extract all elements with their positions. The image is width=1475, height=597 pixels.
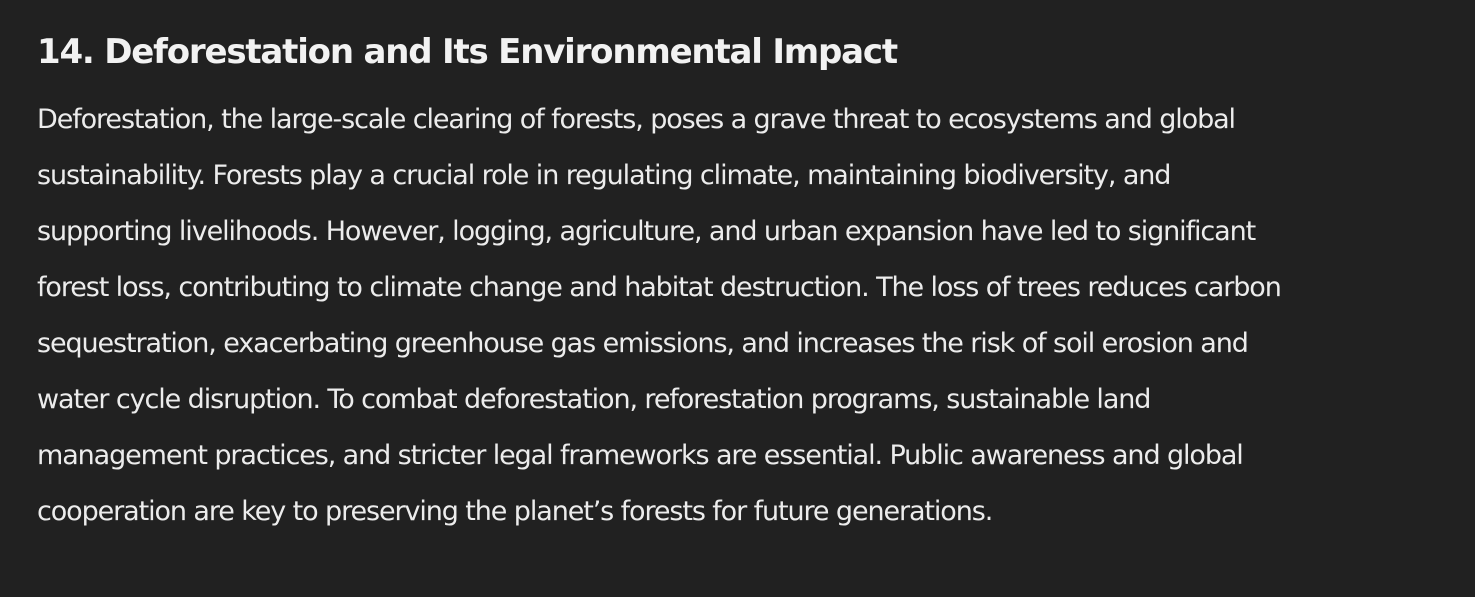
paragraph-line: management practices, and stricter legal… <box>37 440 1244 471</box>
paragraph-line: sustainability. Forests play a crucial r… <box>37 160 1171 191</box>
paragraph-line: Deforestation, the large-scale clearing … <box>37 104 1236 135</box>
section-paragraph: Deforestation, the large-scale clearing … <box>37 92 1445 540</box>
paragraph-line: sequestration, exacerbating greenhouse g… <box>37 328 1249 359</box>
section-heading: 14. Deforestation and Its Environmental … <box>37 32 898 72</box>
paragraph-line: supporting livelihoods. However, logging… <box>37 216 1256 247</box>
paragraph-line: forest loss, contributing to climate cha… <box>37 272 1282 303</box>
paragraph-line: water cycle disruption. To combat defore… <box>37 384 1151 415</box>
paragraph-line: cooperation are key to preserving the pl… <box>37 496 993 527</box>
